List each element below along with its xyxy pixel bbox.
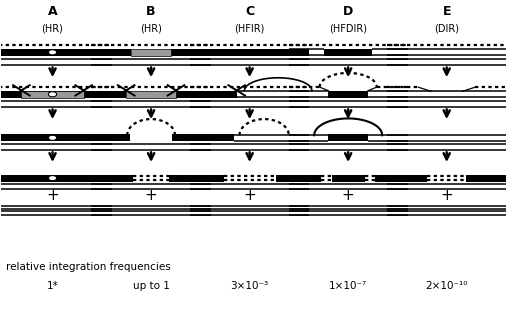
Bar: [466, 175, 506, 182]
Bar: [0, 175, 112, 182]
Bar: [21, 91, 84, 98]
Text: E: E: [443, 6, 451, 18]
Bar: [190, 49, 309, 56]
Bar: [0, 49, 112, 56]
Bar: [375, 175, 408, 182]
Text: relative integration frequencies: relative integration frequencies: [6, 262, 171, 272]
Bar: [289, 175, 321, 182]
Bar: [190, 175, 224, 182]
Bar: [172, 134, 211, 141]
Text: A: A: [48, 6, 57, 18]
Circle shape: [48, 50, 57, 55]
Text: (HR): (HR): [140, 23, 162, 33]
Bar: [132, 49, 171, 56]
Bar: [176, 91, 211, 98]
Circle shape: [48, 135, 57, 140]
Text: +: +: [342, 188, 355, 203]
Text: 2×10⁻¹⁰: 2×10⁻¹⁰: [425, 281, 468, 291]
Bar: [324, 49, 372, 56]
Bar: [171, 49, 211, 56]
Bar: [0, 91, 112, 98]
Text: +: +: [440, 188, 453, 203]
Bar: [168, 175, 211, 182]
Text: up to 1: up to 1: [133, 281, 170, 291]
Bar: [0, 134, 112, 141]
Bar: [332, 175, 365, 182]
Bar: [276, 175, 309, 182]
Bar: [329, 91, 368, 98]
Text: D: D: [343, 6, 353, 18]
Bar: [126, 91, 176, 98]
Text: 1×10⁻⁷: 1×10⁻⁷: [329, 281, 367, 291]
Bar: [190, 134, 234, 141]
Text: +: +: [46, 188, 59, 203]
Bar: [92, 49, 132, 56]
Bar: [92, 175, 134, 182]
Text: 1*: 1*: [47, 281, 58, 291]
Text: +: +: [145, 188, 158, 203]
Text: (HR): (HR): [42, 23, 63, 33]
Text: C: C: [245, 6, 254, 18]
Text: 3×10⁻³: 3×10⁻³: [230, 281, 269, 291]
Bar: [92, 91, 126, 98]
Text: (HFDIR): (HFDIR): [329, 23, 367, 33]
Text: (HFIR): (HFIR): [235, 23, 265, 33]
Bar: [329, 134, 368, 141]
Circle shape: [48, 176, 57, 181]
Bar: [92, 134, 131, 141]
Circle shape: [48, 92, 57, 97]
Bar: [190, 91, 237, 98]
Text: B: B: [146, 6, 156, 18]
Bar: [387, 175, 427, 182]
Text: (DIR): (DIR): [434, 23, 459, 33]
Text: +: +: [243, 188, 256, 203]
